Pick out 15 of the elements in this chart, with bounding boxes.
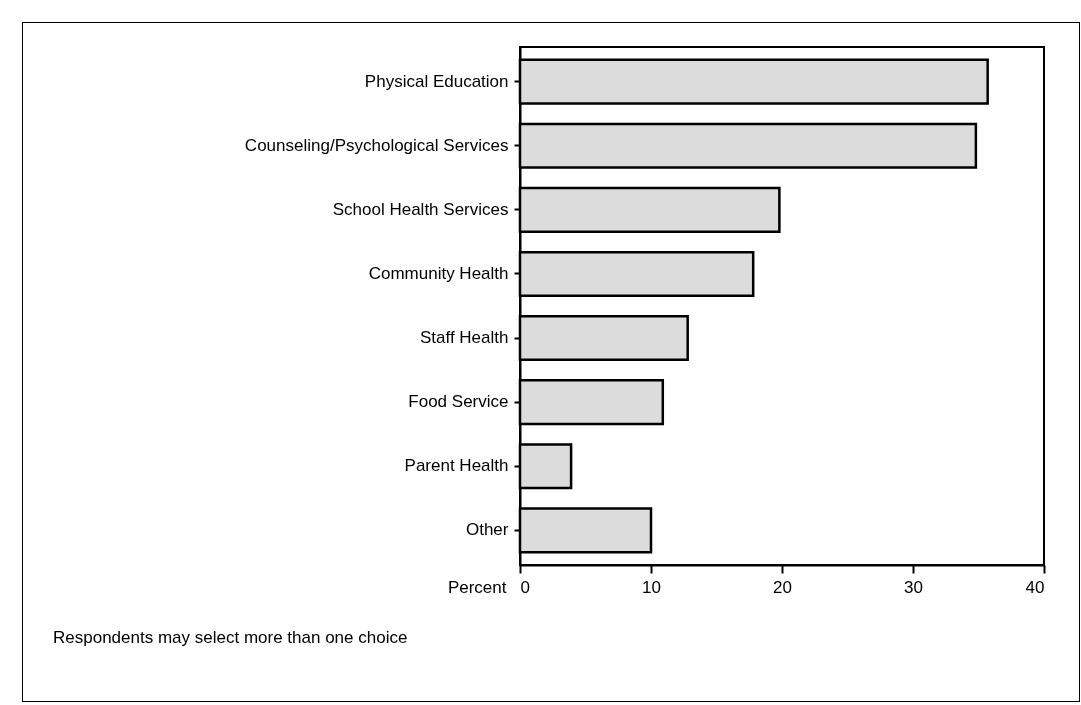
x-tick-label: 10: [642, 577, 661, 597]
x-tick-label: 40: [1025, 577, 1045, 597]
text: Respondents may select more than one choice: [53, 628, 408, 648]
y-tick-label: Other: [465, 520, 509, 540]
y-tick-label: School Health Services: [332, 199, 509, 219]
y-tick-label: Parent Health: [404, 456, 509, 476]
x-tick-label: 20: [773, 577, 792, 597]
y-tick-label: Staff Health: [419, 328, 509, 348]
y-tick-label: Community Health: [368, 263, 509, 283]
y-tick-label: Counseling/Psychological Services: [244, 135, 509, 155]
x-tick-label: 30: [904, 577, 923, 597]
x-tick-label: 0: [520, 577, 530, 597]
y-tick-label: Physical Education: [364, 71, 509, 91]
x-axis-title: Percent: [447, 577, 507, 597]
y-tick-label: Food Service: [408, 392, 509, 412]
